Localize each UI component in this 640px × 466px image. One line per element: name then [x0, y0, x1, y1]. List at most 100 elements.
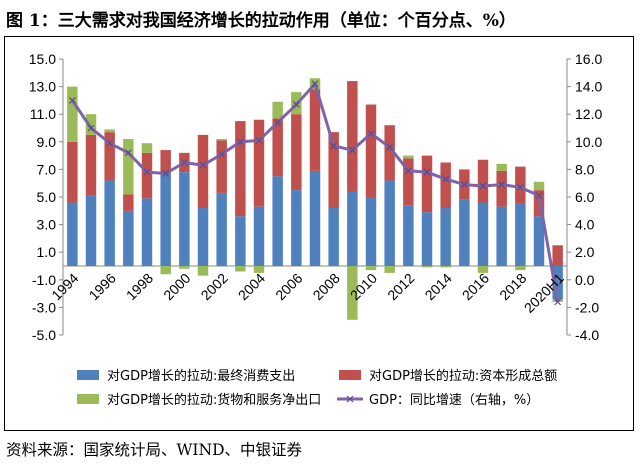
x-tick-label: 2000: [160, 270, 193, 303]
bar-segment: [384, 180, 395, 266]
bar-segment: [309, 89, 321, 171]
gdp-growth-marker: [479, 182, 487, 190]
gdp-growth-marker: [554, 298, 562, 306]
gdp-growth-marker: [460, 181, 468, 189]
gdp-growth-marker: [255, 136, 263, 144]
left-tick-label: 7.0: [37, 161, 57, 177]
gdp-growth-marker: [311, 80, 319, 88]
right-tick-label: 4.0: [575, 217, 595, 233]
bar-segment: [235, 121, 246, 217]
bar-segment: [309, 170, 321, 266]
legend-label: 对GDP增长的拉动:货物和服务净出口: [107, 392, 321, 408]
left-tick-label: 9.0: [37, 134, 57, 150]
gdp-growth-marker: [124, 149, 132, 157]
bar-segment: [347, 266, 358, 320]
gdp-growth-marker: [292, 101, 300, 108]
bar-segment: [421, 212, 433, 266]
x-tick-label: 2006: [272, 270, 305, 303]
bar-segment: [477, 159, 489, 203]
bar-segment: [160, 150, 171, 173]
bar-segment: [85, 134, 97, 196]
bar-segment: [216, 140, 227, 193]
right-tick-label: 10.0: [575, 134, 602, 150]
bar-segment: [477, 202, 489, 266]
gdp-growth-marker: [404, 167, 412, 175]
x-tick-label: 1996: [86, 270, 119, 303]
left-tick-label: 15.0: [29, 51, 56, 67]
right-tick-label: 8.0: [575, 161, 595, 177]
legend-swatch: [77, 370, 99, 380]
left-tick-label: -3.0: [32, 299, 56, 315]
bar-segment: [533, 216, 545, 266]
bar-segment: [384, 266, 395, 273]
bar-segment: [328, 132, 339, 209]
bar-segment: [403, 205, 414, 266]
bar-segment: [552, 266, 563, 300]
gdp-growth-marker: [330, 142, 338, 150]
bar-segment: [179, 172, 190, 266]
x-tick-label: 2018: [496, 270, 529, 303]
gdp-growth-marker: [199, 161, 207, 169]
bar-segment: [421, 155, 433, 213]
bar-segment: [291, 114, 302, 191]
bar-segment: [365, 266, 377, 271]
gdp-growth-marker: [218, 150, 226, 158]
bar-segment: [496, 170, 507, 207]
right-tick-label: 2.0: [575, 244, 595, 260]
bar-segment: [104, 180, 115, 266]
bar-segment: [272, 118, 283, 177]
bar-segment: [347, 81, 358, 192]
gdp-growth-marker: [68, 96, 76, 104]
bar-segment: [104, 129, 115, 133]
bar-segment: [123, 194, 134, 211]
right-tick-label: 0.0: [575, 272, 595, 288]
bar-segment: [403, 158, 414, 206]
bar-segment: [197, 266, 209, 276]
bar-segment: [403, 155, 414, 159]
gdp-growth-marker: [180, 159, 188, 166]
bar-segment: [197, 208, 209, 266]
bar-segment: [496, 206, 507, 266]
bar-segment: [123, 210, 134, 266]
gdp-growth-marker: [348, 146, 356, 154]
x-tick-label: 2008: [310, 270, 343, 303]
chart-svg: 15.0 13.0 11.0 9.0 7.0 5.0 3.0 1.0 -1.0 -3.0 -5.0 1…: [29, 51, 603, 408]
bar-segment: [160, 266, 171, 275]
bar-segment: [67, 202, 78, 266]
bar-segment: [384, 125, 395, 181]
left-tick-label: 5.0: [37, 189, 57, 205]
bar-segment: [515, 203, 526, 266]
left-tick-label: 3.0: [37, 217, 57, 233]
gdp-growth-marker: [143, 168, 151, 176]
bar-segment: [216, 139, 227, 141]
legend-marker: [346, 395, 354, 403]
source-note: 资料来源：国家统计局、WIND、中银证券: [6, 441, 303, 459]
bar-segment: [459, 199, 470, 266]
right-tick-label: 6.0: [575, 189, 595, 205]
bar-segment: [67, 86, 78, 142]
bar-segment: [272, 101, 283, 119]
bar-segment: [104, 132, 115, 181]
bar-segment: [272, 176, 283, 266]
bar-segment: [365, 197, 377, 266]
bar-segment: [216, 192, 227, 266]
left-tick-label: 1.0: [37, 244, 57, 260]
left-tick-label: 11.0: [30, 106, 56, 122]
x-tick-label: 1998: [123, 270, 156, 303]
x-tick-label: 2016: [459, 270, 492, 303]
bar-segment: [533, 181, 545, 191]
gdp-growth-marker: [87, 124, 95, 132]
gdp-growth-marker: [274, 119, 282, 126]
left-tick-label: -5.0: [32, 327, 56, 343]
bar-segment: [253, 119, 265, 207]
bar-segment: [515, 166, 526, 204]
legend-label: GDP：同比增速（右轴，%）: [369, 393, 539, 408]
left-tick-label: -1.0: [32, 272, 56, 288]
bar-segment: [440, 266, 451, 268]
figure-title: 图 1：三大需求对我国经济增长的拉动作用（单位：个百分点、%）: [6, 11, 516, 31]
gdp-growth-marker: [367, 130, 375, 137]
left-tick-label: 13.0: [29, 79, 56, 95]
bar-segment: [85, 114, 97, 135]
bar-segment: [141, 198, 153, 266]
bar-segment: [253, 266, 265, 273]
